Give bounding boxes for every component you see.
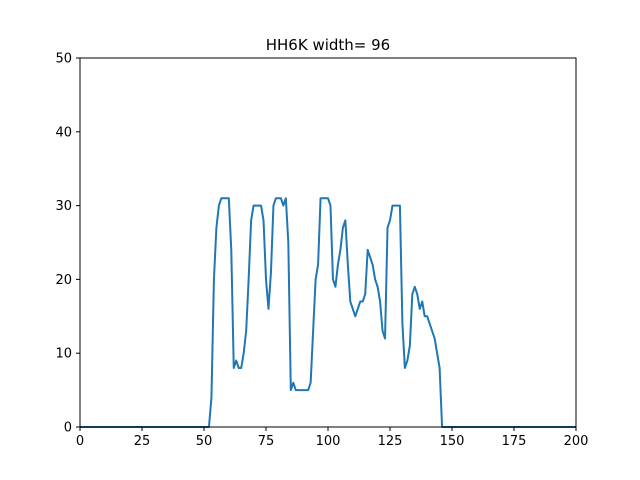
x-tick-label: 175 [502, 434, 527, 449]
x-tick-label: 50 [196, 434, 213, 449]
x-tick-label: 125 [378, 434, 403, 449]
y-tick-label: 0 [64, 421, 72, 436]
y-axis: 0 10 20 30 40 50 [55, 52, 80, 436]
x-tick-label: 75 [258, 434, 275, 449]
x-tick-label: 0 [76, 434, 84, 449]
y-tick-label: 10 [55, 347, 72, 362]
series-line-0 [80, 197, 576, 428]
y-tick-label: 20 [55, 273, 72, 288]
x-tick-label: 25 [134, 434, 151, 449]
x-tick-label: 200 [564, 434, 589, 449]
y-tick-label: 40 [55, 125, 72, 140]
y-tick-label: 30 [55, 199, 72, 214]
axes-frame [79, 57, 577, 428]
x-tick-label: 150 [440, 434, 465, 449]
chart-title: HH6K width= 96 [266, 36, 390, 54]
x-axis: 0 25 50 75 100 125 150 175 200 [76, 427, 589, 449]
x-tick-label: 100 [316, 434, 341, 449]
plot-area [80, 197, 576, 428]
y-tick-label: 50 [55, 52, 72, 67]
